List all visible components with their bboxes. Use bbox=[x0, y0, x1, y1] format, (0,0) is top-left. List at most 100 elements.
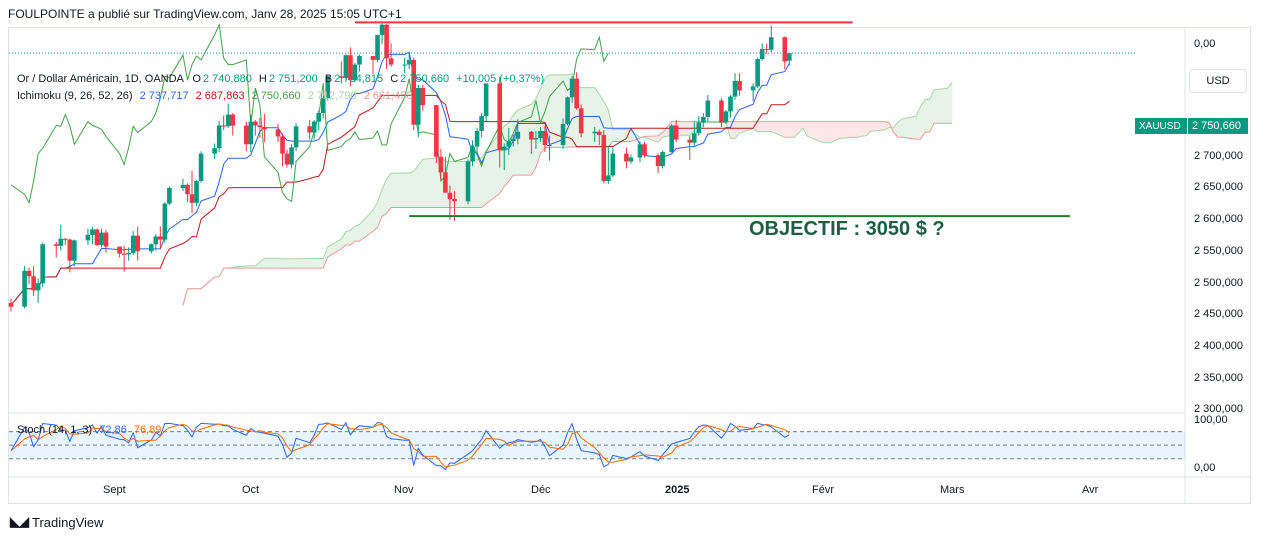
cloud-segment bbox=[373, 202, 378, 232]
candle-body bbox=[434, 105, 439, 157]
high-value: 2 751,200 bbox=[268, 73, 318, 85]
open-label: O bbox=[192, 73, 201, 85]
candle-body bbox=[750, 86, 756, 91]
stoch-band-area bbox=[9, 431, 1185, 460]
candle-body bbox=[26, 270, 32, 277]
candle-body bbox=[31, 276, 36, 291]
price-tag-symbol: XAUUSD bbox=[1135, 118, 1187, 134]
candle-body bbox=[719, 100, 724, 123]
ichimoku-label: Ichimoku (9, 26, 52, 26) bbox=[17, 90, 133, 102]
cloud-segment bbox=[345, 230, 351, 246]
candle-body bbox=[316, 113, 322, 122]
candle-body bbox=[275, 129, 281, 137]
cloud-segment bbox=[807, 121, 821, 142]
cloud-segment bbox=[409, 171, 414, 208]
ichimoku-span-a-value: 2 712,790 bbox=[307, 90, 357, 102]
cloud-segment bbox=[422, 157, 437, 208]
candle-body bbox=[348, 55, 353, 81]
cloud-segment bbox=[291, 258, 297, 269]
candle-body bbox=[628, 157, 634, 162]
candle-body bbox=[357, 55, 362, 65]
candle-body bbox=[198, 153, 204, 181]
candle-body bbox=[289, 147, 294, 165]
cloud-segment bbox=[486, 133, 500, 204]
candle-body bbox=[343, 55, 349, 78]
candle-body bbox=[655, 155, 661, 167]
cloud-segment bbox=[857, 121, 862, 138]
price-axis-zero: 0,00 bbox=[1194, 38, 1216, 50]
cloud-segment bbox=[259, 258, 265, 269]
objective-annotation: OBJECTIF : 3050 $ ? bbox=[749, 218, 945, 240]
candle-body bbox=[121, 253, 127, 255]
price-tick: 2 400,000 bbox=[1194, 340, 1243, 352]
x-axis-label: Sept bbox=[103, 484, 126, 496]
candle-body bbox=[370, 55, 376, 60]
close-label: C bbox=[390, 73, 399, 85]
candle-body bbox=[248, 121, 254, 145]
cloud-segment bbox=[323, 246, 328, 269]
stoch-legend[interactable]: Stoch (14, 1, 3) 72,86 76,89 bbox=[17, 424, 161, 436]
cloud-segment bbox=[391, 172, 405, 208]
price-tick: 2 600,000 bbox=[1194, 213, 1243, 225]
chart-frame bbox=[8, 27, 1251, 504]
cloud-segment bbox=[834, 121, 840, 142]
candle-body bbox=[135, 235, 141, 252]
ichimoku-legend[interactable]: Ichimoku (9, 26, 52, 26) 2 737,717 2 687… bbox=[17, 90, 413, 102]
stoch-d-line bbox=[10, 423, 790, 468]
cloud-segment bbox=[504, 122, 509, 187]
cloud-segment bbox=[250, 265, 256, 269]
stoch-lines bbox=[10, 421, 790, 471]
candle-body bbox=[755, 59, 760, 87]
candle-body bbox=[58, 238, 64, 246]
cloud-segment bbox=[472, 159, 478, 208]
candle-body bbox=[768, 37, 774, 50]
candle-body bbox=[547, 145, 552, 147]
cloud-segment bbox=[820, 121, 826, 143]
cloud-segment bbox=[730, 121, 736, 139]
cloud-segment bbox=[341, 231, 346, 249]
currency-button[interactable]: USD bbox=[1189, 69, 1247, 93]
candle-body bbox=[701, 116, 706, 123]
candle-body bbox=[660, 152, 665, 167]
candle-body bbox=[529, 131, 534, 140]
candle-body bbox=[72, 240, 77, 261]
price-tick: 2 700,000 bbox=[1194, 150, 1243, 162]
stoch-d-value: 76,89 bbox=[133, 424, 162, 436]
candle-body bbox=[606, 175, 611, 181]
cloud-segment bbox=[314, 258, 319, 269]
candle-body bbox=[578, 108, 584, 134]
tradingview-brand[interactable]: ◣◢ TradingView bbox=[10, 514, 104, 530]
cloud-segment bbox=[793, 121, 799, 138]
candle-body bbox=[117, 246, 122, 254]
symbol-label: Or / Dollar Américain, 1D, OANDA bbox=[17, 73, 184, 85]
cloud-segment bbox=[739, 121, 754, 133]
cloud-segment bbox=[282, 258, 288, 269]
cloud-segment bbox=[318, 258, 324, 269]
candle-body bbox=[320, 98, 326, 113]
high-label: H bbox=[258, 73, 267, 85]
candle-body bbox=[728, 96, 733, 112]
ichimoku-kijun-line bbox=[10, 94, 790, 306]
candle-body bbox=[167, 188, 172, 204]
cloud-segment bbox=[296, 258, 310, 269]
stoch-tick: 100,00 bbox=[1194, 414, 1228, 426]
candle-body bbox=[35, 283, 41, 291]
x-axis-label: Nov bbox=[394, 484, 414, 496]
candle-body bbox=[732, 80, 738, 97]
candle-body bbox=[637, 144, 643, 158]
candle-body bbox=[465, 161, 471, 202]
cloud-segment bbox=[581, 87, 595, 147]
candle-body bbox=[189, 194, 195, 203]
candle-body bbox=[216, 125, 222, 149]
cloud-segment bbox=[798, 121, 803, 134]
candle-body bbox=[280, 136, 285, 154]
cloud-segment bbox=[327, 238, 342, 257]
candle-body bbox=[501, 146, 507, 151]
cloud-segment bbox=[418, 159, 423, 208]
candle-body bbox=[180, 184, 186, 188]
cloud-segment bbox=[757, 121, 763, 132]
x-axis-label: Déc bbox=[531, 484, 551, 496]
candle-body bbox=[99, 232, 104, 246]
